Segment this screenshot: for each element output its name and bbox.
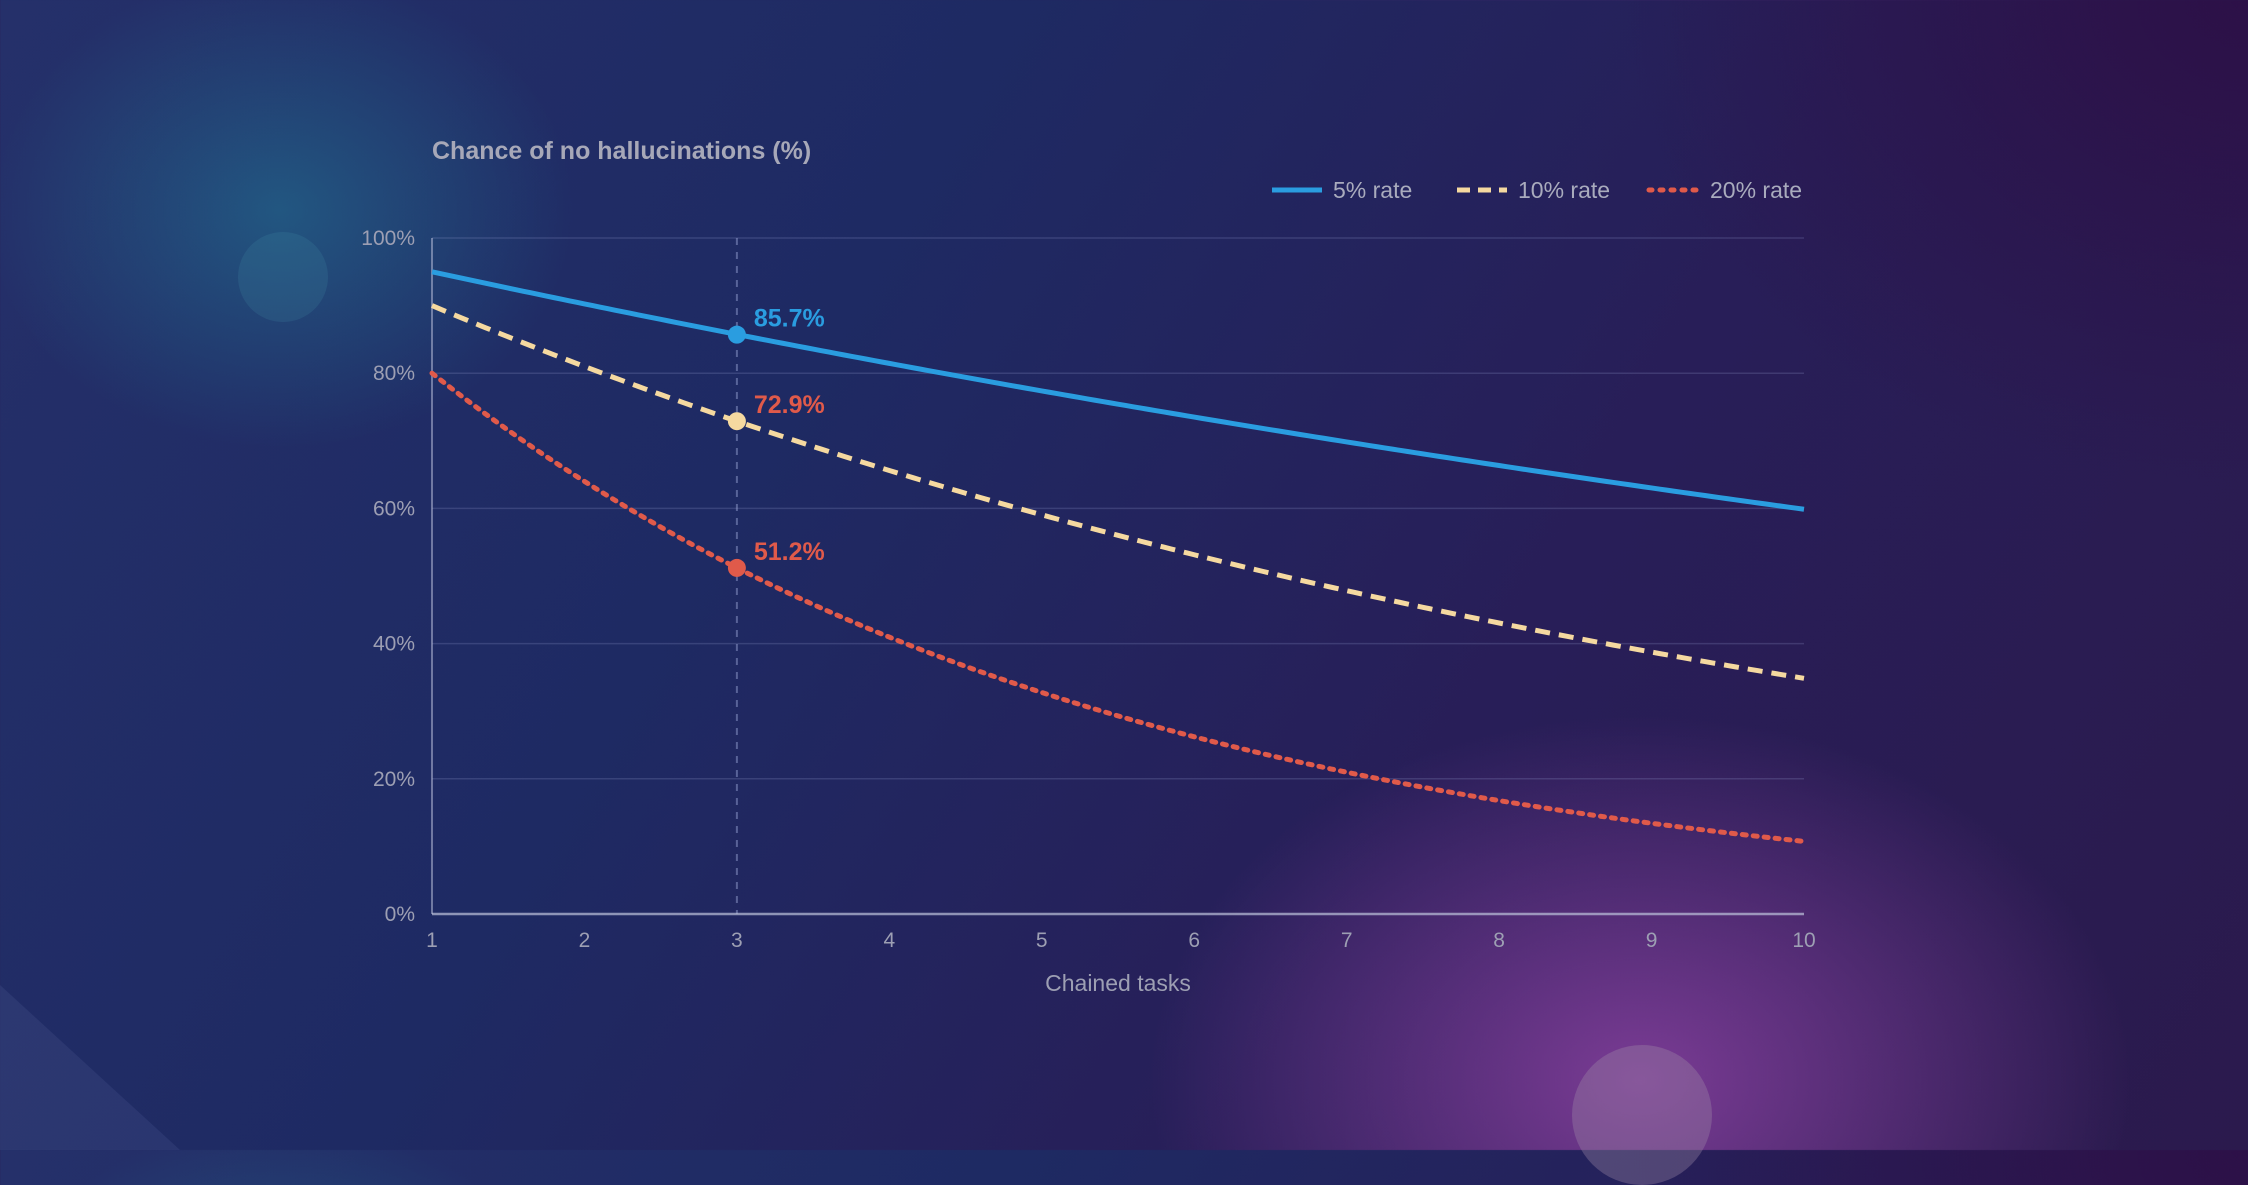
chart-legend: 5% rate 10% rate 20% rate xyxy=(1272,177,1802,203)
line-chart: Chance of no hallucinations (%) 0% 20% 40%… xyxy=(361,137,1815,996)
data-point xyxy=(727,412,746,431)
legend-label: 10% rate xyxy=(1518,177,1610,203)
chart-axes: 0% 20% 40% 60% 80% 100% 1 2 3 4 5 6 7 8 9 10 xyxy=(361,227,1815,952)
chart-title: Chance of no hallucinations (%) xyxy=(432,137,811,165)
x-tick-label: 9 xyxy=(1646,929,1658,952)
data-label: 72.9% xyxy=(754,391,825,419)
legend-label: 20% rate xyxy=(1710,177,1802,203)
y-tick-label: 60% xyxy=(373,497,415,520)
data-point xyxy=(727,558,746,577)
series-line-3 xyxy=(429,370,1807,844)
data-label: 51.2% xyxy=(754,538,825,566)
data-point xyxy=(727,325,746,344)
x-tick-label: 8 xyxy=(1493,929,1505,952)
x-tick-label: 5 xyxy=(1036,929,1048,952)
y-tick-label: 100% xyxy=(361,227,415,250)
chart-grid xyxy=(432,237,1804,914)
series-line-2 xyxy=(431,303,1805,681)
x-axis-label: Chained tasks xyxy=(1045,970,1191,996)
x-tick-label: 6 xyxy=(1188,929,1200,952)
background-glow xyxy=(238,232,328,322)
y-tick-label: 40% xyxy=(373,633,415,656)
series-line-1 xyxy=(431,269,1805,512)
x-tick-label: 3 xyxy=(731,929,743,952)
x-tick-label: 2 xyxy=(579,929,591,952)
chart-series: 85.7% 72.9% 51.2% xyxy=(429,269,1807,844)
legend-label: 5% rate xyxy=(1333,177,1412,203)
x-tick-label: 7 xyxy=(1341,929,1353,952)
x-tick-label: 10 xyxy=(1792,929,1815,952)
y-tick-label: 0% xyxy=(385,903,415,926)
data-label: 85.7% xyxy=(754,305,825,333)
y-tick-label: 20% xyxy=(373,768,415,791)
x-tick-label: 1 xyxy=(426,929,438,952)
x-tick-label: 4 xyxy=(883,929,895,952)
y-tick-label: 80% xyxy=(373,362,415,385)
